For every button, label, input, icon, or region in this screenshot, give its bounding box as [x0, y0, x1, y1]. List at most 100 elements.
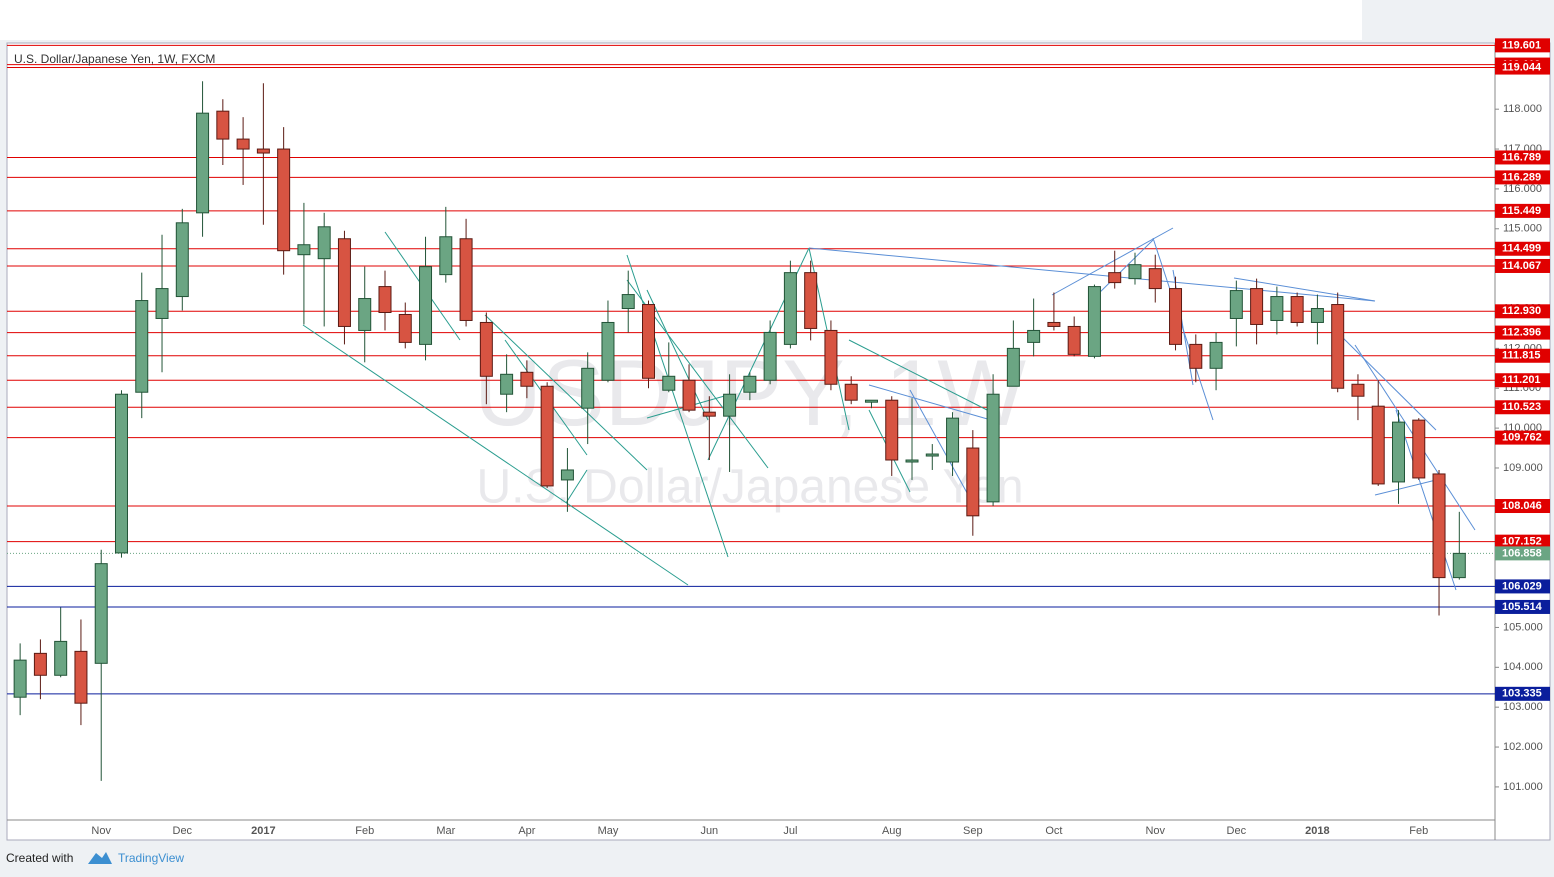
candle-body: [1412, 419, 1426, 479]
level-label-bg: [1495, 304, 1550, 319]
level-label-bg: [1495, 170, 1550, 185]
trendline: [909, 389, 972, 501]
level-label: 110.523: [1502, 401, 1541, 413]
level-label: 112.396: [1502, 326, 1541, 338]
candle-body: [662, 375, 676, 391]
candle-body: [216, 110, 230, 140]
candle-body: [74, 650, 88, 704]
candle-body: [1006, 347, 1020, 387]
level-label: 114.067: [1502, 260, 1541, 272]
candle-body: [540, 385, 554, 487]
trendline: [848, 339, 992, 413]
candle-body: [1067, 325, 1081, 355]
candle-body: [337, 238, 351, 327]
candle-body: [439, 236, 453, 276]
x-tick-label: Feb: [355, 825, 374, 837]
level-label: 107.152: [1502, 536, 1542, 548]
level-label-bg: [1495, 499, 1550, 514]
candles: [13, 81, 1466, 781]
candle-body: [905, 459, 919, 463]
trendline: [868, 384, 992, 421]
candle-body: [459, 238, 473, 321]
level-label: 109.762: [1502, 432, 1542, 444]
candle-body: [682, 379, 696, 411]
level-label: 119.044: [1502, 61, 1542, 73]
level-label-bg: [1495, 348, 1550, 363]
level-label: 116.289: [1502, 171, 1541, 183]
chart-title: U.S. Dollar/Japanese Yen, 1W, FXCM: [14, 52, 215, 66]
level-label-bg: [1495, 325, 1550, 340]
x-tick-label: 2018: [1305, 825, 1329, 837]
level-label: 111.201: [1502, 374, 1541, 386]
x-tick-label: Dec: [1227, 825, 1247, 837]
y-tick-label: 116.000: [1503, 183, 1542, 195]
y-tick-label: 104.000: [1503, 661, 1543, 673]
candle-body: [297, 244, 311, 256]
candle-body: [986, 393, 1000, 503]
candle-body: [743, 375, 757, 393]
candle-body: [1270, 296, 1284, 321]
trendline: [302, 324, 689, 586]
trendline: [484, 314, 648, 471]
candle-body: [763, 331, 777, 381]
candle-body: [1047, 321, 1061, 327]
tradingview-link[interactable]: TradingView: [118, 851, 184, 865]
candle-body: [1432, 473, 1446, 579]
candle-body: [1209, 341, 1223, 369]
candle-body: [864, 399, 878, 403]
level-label: 116.789: [1502, 151, 1541, 163]
trendline: [1233, 277, 1376, 302]
candle-body: [1229, 290, 1243, 319]
x-tick-label: Jun: [700, 825, 718, 837]
y-tick-label: 102.000: [1503, 741, 1543, 753]
candle-body: [601, 321, 615, 381]
created-with: Created with: [6, 851, 73, 865]
level-label-bg: [1495, 150, 1550, 165]
candle-body: [378, 286, 392, 313]
level-label-bg: [1495, 373, 1550, 388]
candle-body: [966, 447, 980, 517]
candle-body: [419, 266, 433, 345]
y-tick-label: 101.000: [1503, 781, 1543, 793]
candle-body: [844, 383, 858, 401]
candle-body: [702, 411, 716, 417]
trendline: [1374, 479, 1437, 496]
top-bar: [0, 0, 1362, 40]
candle-body: [1452, 552, 1466, 579]
axes: 101.000 102.000 103.000 104.000 105.000 106.0…: [91, 38, 1550, 837]
candle-body: [175, 222, 189, 298]
candle-body: [885, 399, 899, 461]
level-label: 112.930: [1502, 305, 1541, 317]
candle-body: [1169, 288, 1183, 345]
candle-body: [1310, 308, 1324, 323]
candle-body: [94, 563, 108, 664]
candle-body: [560, 469, 574, 481]
x-tick-label: Sep: [963, 825, 983, 837]
candle-body: [114, 393, 128, 554]
level-label-bg: [1495, 203, 1550, 218]
y-tick-label: 115.000: [1503, 223, 1542, 235]
level-label-bg: [1495, 534, 1550, 549]
x-tick-label: Oct: [1045, 825, 1062, 837]
blue-trendlines: [808, 227, 1476, 591]
candle-body: [13, 659, 27, 698]
candle-body: [1371, 405, 1385, 485]
candle-body: [135, 300, 149, 393]
y-tick-label: 109.000: [1503, 462, 1543, 474]
x-tick-label: Mar: [436, 825, 455, 837]
candle-body: [520, 371, 534, 387]
candle-body: [1331, 304, 1345, 389]
level-label-bg: [1495, 258, 1550, 273]
x-tick-label: Nov: [1145, 825, 1165, 837]
trendline: [1334, 329, 1437, 431]
candle-body: [479, 321, 493, 377]
trendline: [565, 469, 588, 504]
trendline: [1395, 409, 1457, 591]
level-label-bg: [1495, 686, 1550, 701]
candle-body: [946, 417, 960, 463]
y-tick-label: 118.000: [1503, 103, 1542, 115]
level-label: 119.601: [1502, 39, 1541, 51]
candle-body: [196, 112, 210, 214]
level-label-bg: [1495, 400, 1550, 415]
